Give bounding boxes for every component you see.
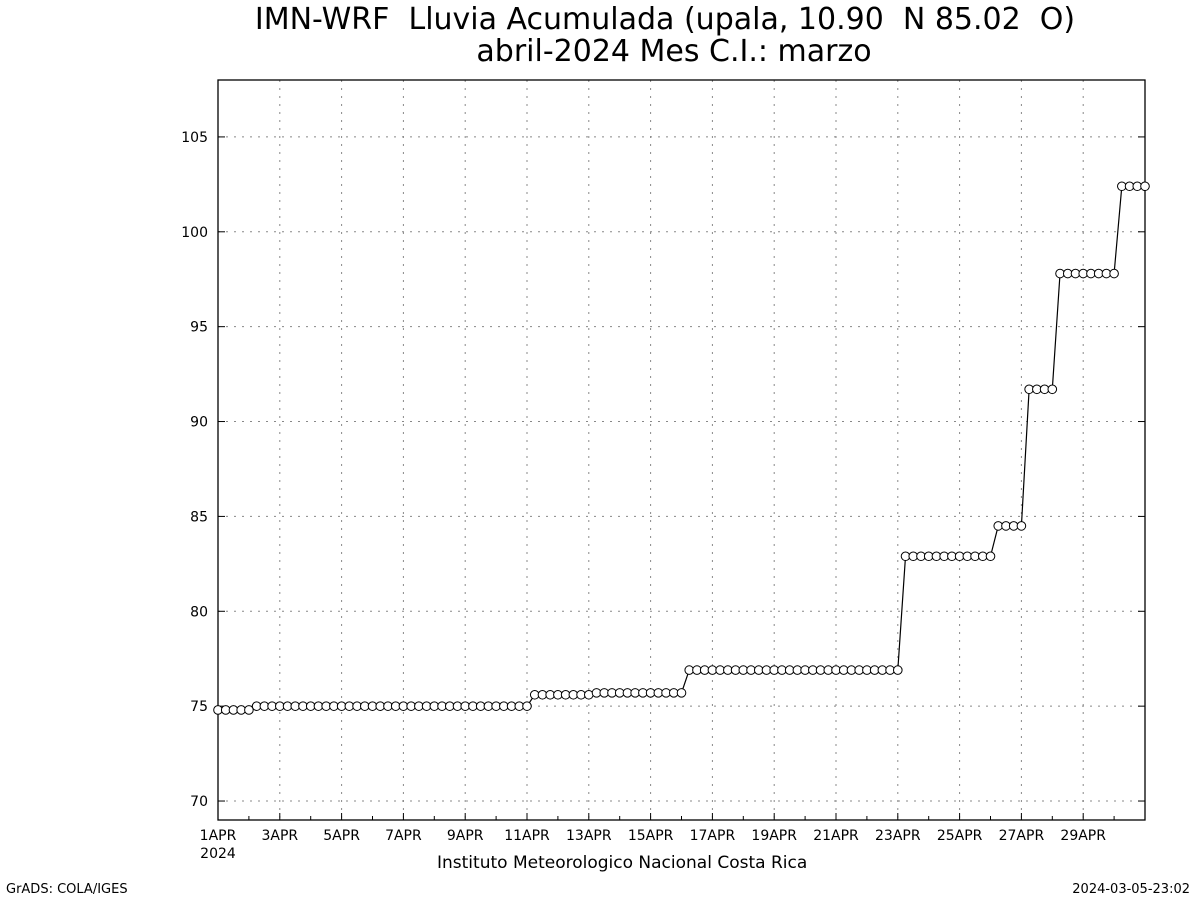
y-axis: 70 75 80 85 90 95 100 105 (181, 130, 1145, 810)
x-tick-label: 27APR (999, 828, 1045, 844)
chart-title: IMN-WRF Lluvia Acumulada (upala, 10.90 N… (254, 2, 1076, 37)
y-tick-label: 95 (190, 320, 208, 336)
y-tick-label: 70 (190, 794, 208, 810)
data-point (1016, 521, 1027, 531)
series-accumulated-rain (213, 181, 1150, 715)
x-tick-label: 13APR (566, 828, 612, 844)
x-tick-label: 1APR (200, 828, 237, 844)
x-tick-label: 25APR (937, 828, 983, 844)
x-tick-label: 11APR (504, 828, 550, 844)
x-tick-label: 23APR (875, 828, 921, 844)
render-timestamp: 2024-03-05-23:02 (1072, 882, 1190, 897)
y-tick-label: 90 (190, 415, 208, 431)
grads-credit: GrADS: COLA/IGES (6, 882, 128, 897)
data-point (985, 551, 996, 562)
x-tick-label: 29APR (1060, 828, 1106, 844)
x-tick-label: 7APR (385, 828, 422, 844)
x-tick-label: 17APR (690, 828, 736, 844)
x-tick-label: 9APR (447, 828, 484, 844)
data-point (244, 705, 254, 715)
series-line (218, 185, 1145, 711)
x-year-label: 2024 (200, 846, 236, 862)
y-tick-label: 105 (181, 130, 208, 146)
data-point (584, 689, 594, 700)
y-tick-label: 85 (190, 509, 208, 525)
data-point (893, 665, 903, 675)
x-tick-label: 19APR (751, 828, 797, 844)
y-tick-label: 75 (190, 699, 208, 715)
y-tick-label: 100 (181, 225, 208, 241)
y-tick-label: 80 (190, 604, 208, 620)
x-tick-label: 15APR (628, 828, 674, 844)
x-tick-label: 21APR (813, 828, 859, 844)
x-tick-label: 5APR (323, 828, 360, 844)
data-point (1109, 268, 1119, 279)
x-axis: 1APR 3APR 5APR 7APR 9APR 11APR 13APR 15APR 17APR… (200, 813, 1115, 862)
institution-label: Instituto Meteorologico Nacional Costa R… (437, 853, 808, 873)
data-point (1140, 181, 1150, 192)
data-point (522, 701, 532, 711)
chart-subtitle: abril-2024 Mes C.I.: marzo (476, 34, 872, 69)
x-tick-label: 3APR (261, 828, 298, 844)
data-point (676, 688, 687, 698)
data-point (1047, 384, 1058, 395)
